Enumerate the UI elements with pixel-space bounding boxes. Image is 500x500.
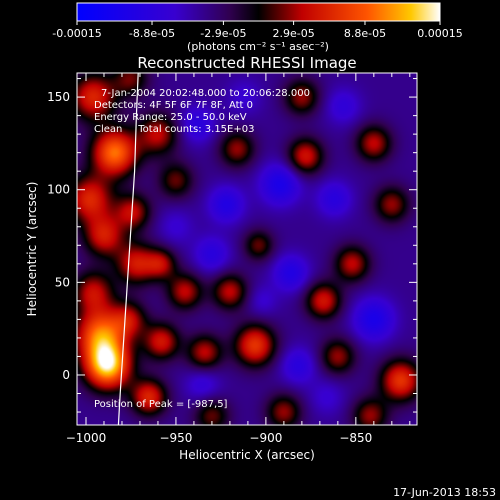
- plot-frame: [76, 72, 418, 426]
- colorbar-tick-label: 0.00015: [417, 27, 463, 40]
- peak-position-label: Position of Peak = [-987,5]: [94, 399, 228, 410]
- annotations: 7-Jan-2004 20:02:48.000 to 20:06:28.000 …: [94, 88, 310, 410]
- colorbar-tick-label: 2.9e-05: [272, 27, 314, 40]
- x-axis-label: Heliocentric X (arcsec): [179, 448, 315, 462]
- x-tick-label: −850: [339, 431, 372, 445]
- plot-area: −1000 −950 −900 −850 0 50 100 150: [47, 72, 418, 445]
- colorbar-unit-label: (photons cm⁻² s⁻¹ asec⁻²): [187, 40, 329, 53]
- y-tick-label: 0: [62, 368, 70, 382]
- y-tick-label: 150: [47, 90, 70, 104]
- y-tick-label: 100: [47, 183, 70, 197]
- colorbar-tick-label: -0.00015: [52, 27, 101, 40]
- colorbar-tick-label: -8.8e-05: [129, 27, 175, 40]
- limb-curve: [117, 73, 139, 425]
- x-tick-label: −950: [159, 431, 192, 445]
- footer-date: 17-Jun-2013 18:53: [393, 486, 496, 499]
- y-axis-ticks: 0 50 100 150: [47, 78, 417, 413]
- x-tick-label: −1000: [66, 431, 107, 445]
- chart-title: Reconstructed RHESSI Image: [137, 54, 356, 72]
- colorbar-ticks: -0.00015 -8.8e-05 -2.9e-05 2.9e-05 8.8e-05 0.…: [52, 21, 463, 40]
- colorbar-tick-label: 8.8e-05: [344, 27, 386, 40]
- colorbar: -0.00015 -8.8e-05 -2.9e-05 2.9e-05 8.8e-05 0.…: [52, 2, 463, 53]
- annotation-time: 7-Jan-2004 20:02:48.000 to 20:06:28.000: [101, 88, 310, 99]
- annotation-clean: Clean Total counts: 3.15E+03: [94, 124, 254, 135]
- y-axis-label: Heliocentric Y (arcsec): [25, 182, 39, 317]
- x-tick-label: −900: [249, 431, 282, 445]
- annotation-energy: Energy Range: 25.0 - 50.0 keV: [94, 112, 247, 123]
- y-tick-label: 50: [55, 275, 70, 289]
- heatmap-image: [77, 73, 417, 425]
- colorbar-gradient: [76, 2, 441, 22]
- x-axis-ticks: −1000 −950 −900 −850: [66, 73, 411, 445]
- colorbar-tick-label: -2.9e-05: [200, 27, 246, 40]
- annotation-detectors: Detectors: 4F 5F 6F 7F 8F, Att 0: [94, 100, 253, 111]
- solar-limb-line: [117, 73, 139, 425]
